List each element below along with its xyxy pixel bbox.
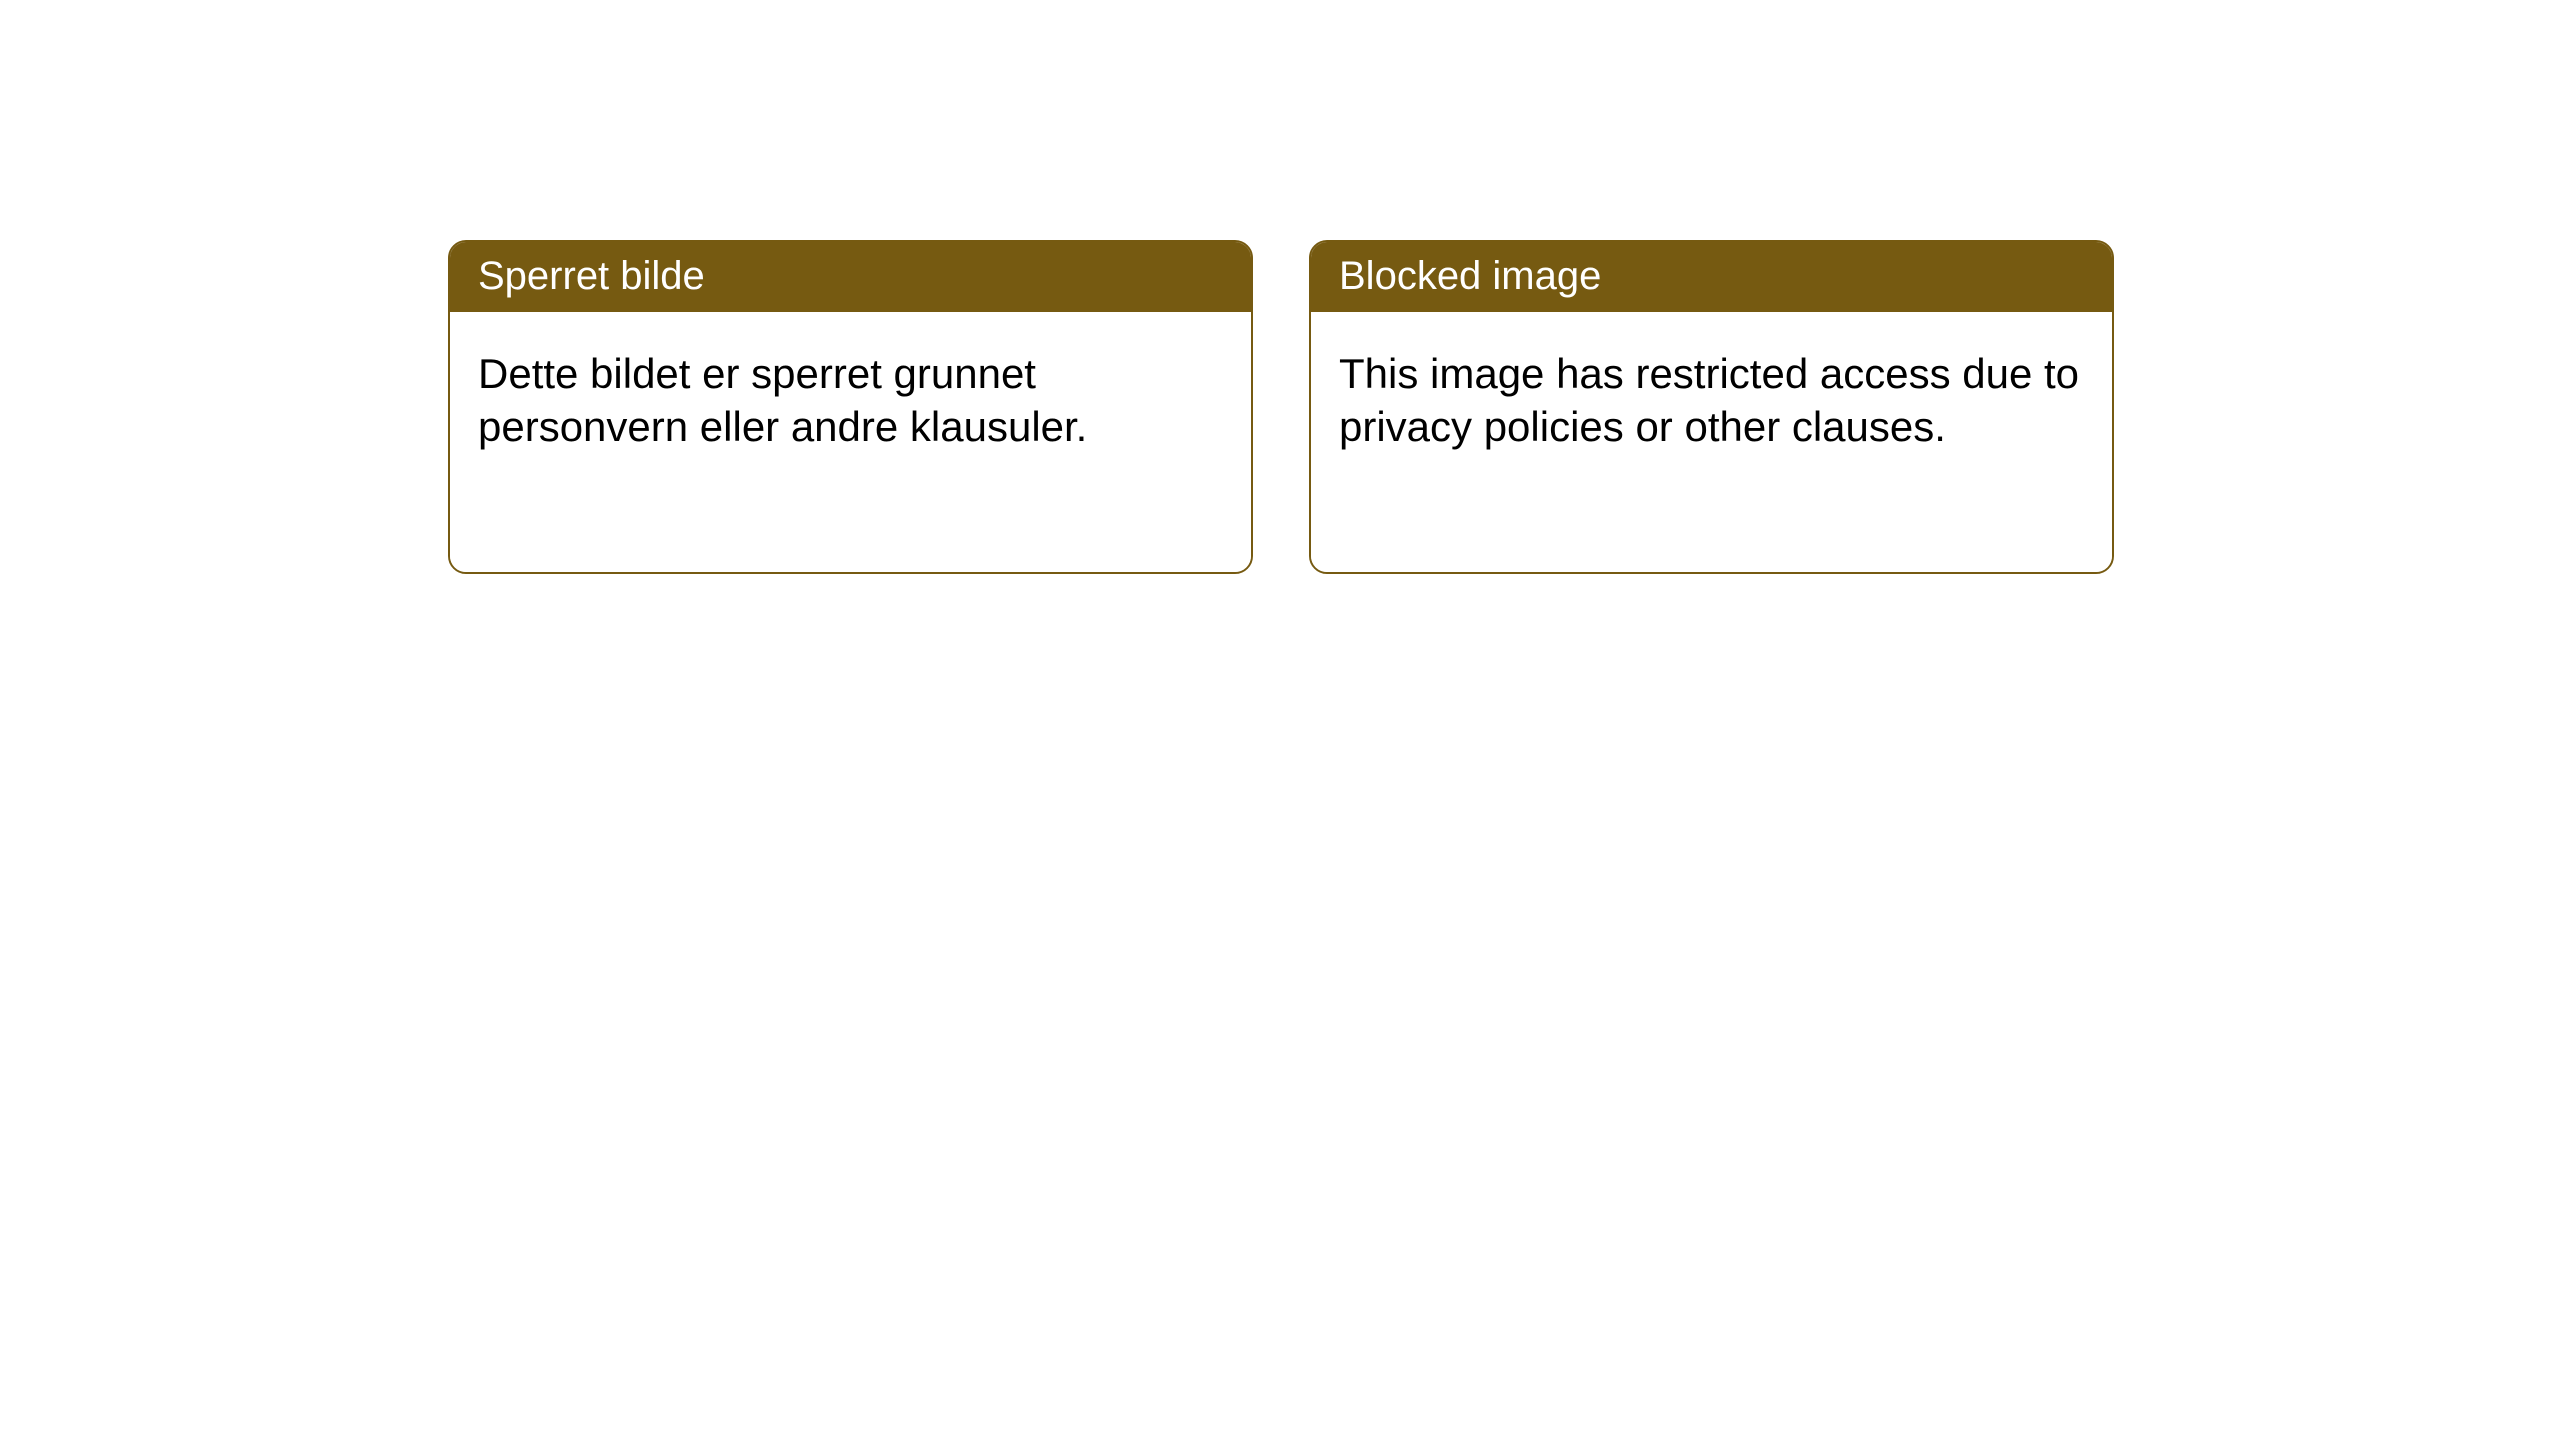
- notice-title: Blocked image: [1311, 242, 2112, 312]
- notice-container: Sperret bilde Dette bildet er sperret gr…: [448, 240, 2114, 574]
- notice-body: Dette bildet er sperret grunnet personve…: [450, 312, 1251, 572]
- notice-title: Sperret bilde: [450, 242, 1251, 312]
- notice-body: This image has restricted access due to …: [1311, 312, 2112, 572]
- notice-card-english: Blocked image This image has restricted …: [1309, 240, 2114, 574]
- notice-card-norwegian: Sperret bilde Dette bildet er sperret gr…: [448, 240, 1253, 574]
